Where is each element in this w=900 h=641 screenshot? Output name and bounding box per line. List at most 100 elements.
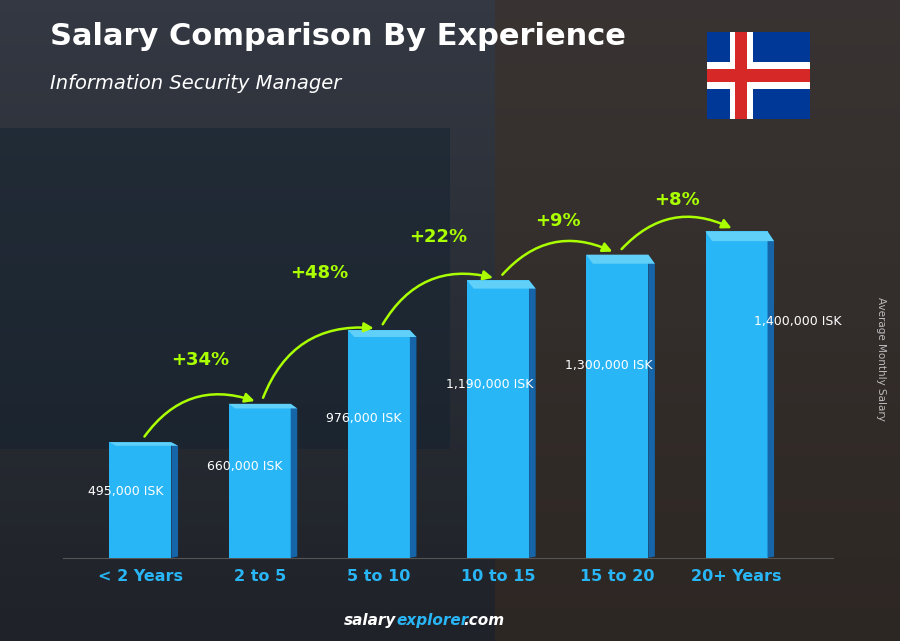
Bar [0, 64, 900, 71]
Bar [467, 280, 529, 558]
Polygon shape [706, 231, 774, 241]
Bar [0, 154, 900, 160]
Bar [0, 577, 900, 583]
Bar [0, 263, 900, 269]
Polygon shape [348, 330, 417, 337]
Bar [0, 276, 900, 282]
Bar [0, 308, 900, 314]
Bar [0, 115, 900, 122]
Polygon shape [529, 280, 535, 558]
Bar [0, 295, 900, 301]
Bar [0, 455, 900, 462]
Bar [0, 199, 900, 205]
Bar [0, 474, 900, 481]
Bar [0, 404, 900, 410]
Bar [0, 564, 900, 570]
Text: 1,190,000 ISK: 1,190,000 ISK [446, 378, 533, 391]
Bar [0, 135, 900, 141]
Text: +34%: +34% [171, 351, 230, 369]
Bar [0, 77, 900, 83]
Text: Average Monthly Salary: Average Monthly Salary [877, 297, 886, 421]
Bar [0, 38, 900, 45]
Text: +8%: +8% [654, 190, 700, 208]
Bar [0, 96, 900, 103]
Bar [0, 212, 900, 218]
Bar [0, 449, 900, 455]
Text: Information Security Manager: Information Security Manager [50, 74, 341, 93]
Polygon shape [586, 254, 655, 263]
Bar [0, 288, 900, 295]
Bar [0, 583, 900, 590]
Polygon shape [291, 404, 297, 558]
Bar [706, 62, 810, 88]
Bar [0, 327, 900, 333]
Text: +9%: +9% [535, 212, 581, 229]
Bar [0, 109, 900, 115]
Bar [0, 128, 450, 449]
Bar [0, 83, 900, 90]
Bar [0, 122, 900, 128]
Bar [0, 90, 900, 96]
Bar [0, 58, 900, 64]
Bar [0, 635, 900, 641]
Bar [0, 609, 900, 615]
Text: salary: salary [344, 613, 396, 628]
Bar [0, 173, 900, 179]
Polygon shape [410, 330, 417, 558]
Text: +22%: +22% [410, 228, 468, 246]
Bar [0, 256, 900, 263]
Bar [706, 231, 768, 558]
Bar [0, 51, 900, 58]
Bar [0, 0, 900, 6]
Bar [0, 128, 900, 135]
Polygon shape [768, 231, 774, 558]
Bar [0, 205, 900, 212]
Bar [0, 179, 900, 186]
Bar [0, 167, 900, 173]
Bar [0, 551, 900, 558]
Bar [0, 250, 900, 256]
Bar [0, 615, 900, 622]
Bar [0, 545, 900, 551]
Bar [0, 359, 900, 365]
Bar [0, 340, 900, 346]
Bar [0, 622, 900, 628]
Bar [0, 19, 900, 26]
Polygon shape [648, 254, 655, 558]
Bar [0, 468, 900, 474]
Bar [0, 269, 900, 276]
Bar [0, 244, 900, 250]
Text: 660,000 ISK: 660,000 ISK [207, 460, 283, 474]
Bar [0, 603, 900, 609]
Bar [0, 353, 900, 359]
Bar [0, 410, 900, 417]
Bar [0, 487, 900, 494]
Bar [0, 45, 900, 51]
Bar [0, 391, 900, 397]
Bar [0, 423, 900, 429]
Bar [0, 320, 900, 327]
Polygon shape [229, 404, 297, 408]
Bar [0, 301, 900, 308]
Bar [229, 404, 291, 558]
Bar [0, 147, 900, 154]
Bar [0, 314, 900, 320]
Bar [0, 526, 900, 532]
Polygon shape [467, 280, 536, 288]
Bar [0, 385, 900, 391]
Bar [0, 333, 900, 340]
Bar [0, 231, 900, 237]
Bar [586, 254, 648, 558]
Bar [0, 596, 900, 603]
Bar [0, 462, 900, 468]
Bar [0, 481, 900, 487]
Bar [0, 513, 900, 519]
Bar [0, 538, 900, 545]
Bar [735, 32, 747, 119]
Bar [0, 237, 900, 244]
Bar [0, 365, 900, 372]
Bar [0, 192, 900, 199]
Text: 976,000 ISK: 976,000 ISK [327, 412, 402, 426]
Text: explorer: explorer [396, 613, 468, 628]
Bar [0, 436, 900, 442]
